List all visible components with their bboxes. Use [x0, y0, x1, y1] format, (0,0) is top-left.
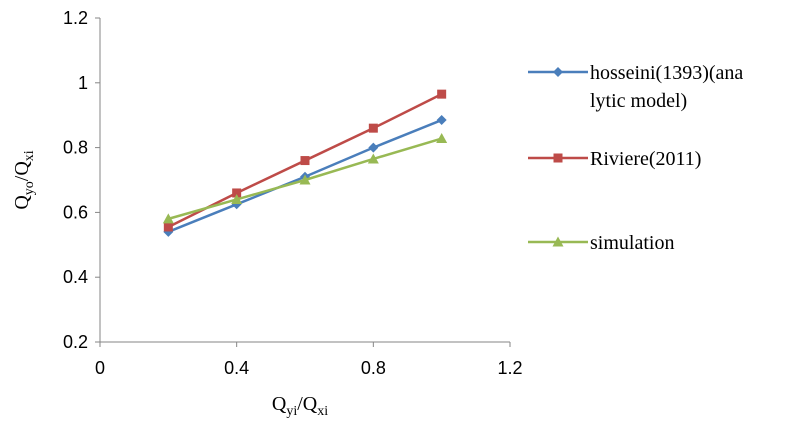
legend-label: simulation — [590, 232, 674, 254]
data-point-riviere — [300, 156, 310, 166]
legend-label: Riviere(2011) — [590, 148, 701, 170]
data-point-riviere — [232, 188, 242, 198]
y-axis-title: Qyo/Qxi — [11, 150, 37, 209]
x-tick-label: 0.8 — [361, 358, 386, 378]
data-point-simulation — [299, 174, 311, 185]
data-point-hosseini — [368, 142, 379, 153]
data-point-simulation — [162, 213, 174, 224]
x-tick-label: 0.4 — [224, 358, 249, 378]
x-axis-title: Qyi/Qxi — [272, 393, 328, 419]
data-point-riviere — [437, 89, 447, 99]
legend-label: lytic model) — [590, 90, 687, 112]
x-tick-label: 1.2 — [497, 358, 522, 378]
data-point-simulation — [436, 133, 448, 144]
y-tick-label: 0.4 — [63, 267, 88, 287]
data-point-simulation — [367, 153, 379, 164]
legend-item-simulation: simulation — [528, 232, 674, 254]
x-axis-ticks: 0 0.4 0.8 1.2 — [95, 342, 523, 378]
y-axis-ticks: 0.2 0.4 0.6 0.8 1 1.2 — [63, 8, 100, 352]
data-point-simulation — [231, 193, 243, 204]
y-tick-label: 1 — [78, 73, 88, 93]
legend-item-riviere: Riviere(2011) — [528, 148, 701, 170]
series-simulation — [162, 133, 448, 224]
legend-item-hosseini: hosseini(1393)(ana lytic model) — [528, 62, 743, 112]
data-point-riviere — [163, 222, 173, 232]
legend-swatch-marker — [553, 67, 563, 77]
legend-swatch-marker — [552, 236, 564, 247]
y-tick-label: 0.2 — [63, 332, 88, 352]
data-point-hosseini — [436, 115, 447, 126]
data-point-riviere — [368, 123, 378, 133]
y-tick-label: 0.8 — [63, 138, 88, 158]
series-layer — [162, 89, 448, 237]
legend-swatch-marker — [553, 153, 563, 163]
y-tick-label: 1.2 — [63, 8, 88, 28]
y-tick-label: 0.6 — [63, 202, 88, 222]
x-tick-label: 0 — [95, 358, 105, 378]
legend: hosseini(1393)(ana lytic model) Riviere(20… — [528, 62, 743, 254]
series-riviere — [163, 89, 447, 232]
legend-label: hosseini(1393)(ana — [590, 62, 743, 84]
plot-area: 0 0.4 0.8 1.2 0.2 0.4 0.6 0.8 1 1.2 — [63, 8, 523, 378]
